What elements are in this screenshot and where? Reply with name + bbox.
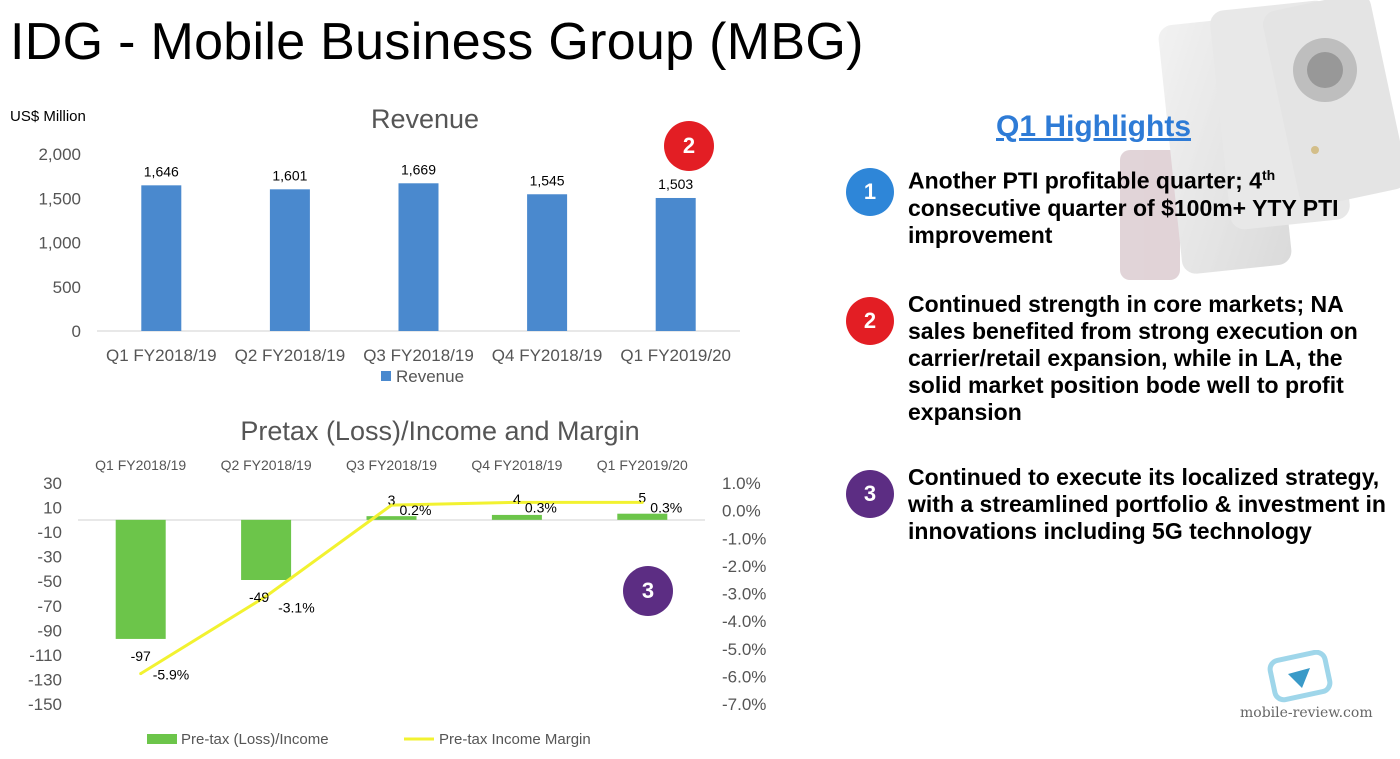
pretax-x-tick-label: Q1 FY2018/19	[95, 457, 186, 473]
revenue-legend-label: Revenue	[396, 367, 464, 386]
pretax-x-tick-label: Q2 FY2018/19	[221, 457, 312, 473]
revenue-data-label: 1,646	[144, 163, 179, 179]
pretax-chart-title: Pretax (Loss)/Income and Margin	[240, 416, 639, 446]
pretax-right-tick-label: -6.0%	[722, 667, 766, 686]
pretax-right-tick-label: -5.0%	[722, 640, 766, 659]
revenue-x-tick-label: Q1 FY2018/19	[106, 346, 217, 365]
page-title: IDG - Mobile Business Group (MBG)	[10, 13, 864, 71]
revenue-bar	[527, 194, 568, 331]
pretax-margin-label: 0.2%	[400, 502, 432, 518]
pretax-legend-line-label: Pre-tax Income Margin	[439, 731, 591, 748]
revenue-chart-title: Revenue	[371, 104, 479, 134]
mobile-review-logo-icon	[1267, 650, 1333, 703]
pretax-margin-point	[515, 500, 519, 504]
pretax-margin-label: -5.9%	[153, 667, 190, 683]
revenue-x-tick-label: Q3 FY2018/19	[363, 346, 474, 365]
pretax-x-tick-label: Q4 FY2018/19	[471, 457, 562, 473]
highlight-number-1: 1	[846, 168, 894, 216]
revenue-x-tick-label: Q4 FY2018/19	[492, 346, 603, 365]
revenue-unit-label: US$ Million	[10, 108, 86, 125]
revenue-legend-swatch	[381, 371, 391, 381]
highlight-number-3: 3	[846, 470, 894, 518]
pretax-legend-bar-swatch	[147, 734, 177, 744]
revenue-x-tick-label: Q2 FY2018/19	[235, 346, 346, 365]
pretax-left-tick-label: -70	[37, 597, 62, 616]
pretax-bar	[491, 514, 542, 520]
revenue-y-tick-label: 1,500	[38, 189, 81, 208]
pretax-left-tick-label: -130	[28, 670, 62, 689]
pretax-left-tick-label: 10	[43, 499, 62, 518]
revenue-data-label: 1,503	[658, 176, 693, 192]
pretax-bar-label: 3	[388, 492, 396, 508]
pretax-right-tick-label: -4.0%	[722, 612, 766, 631]
pretax-margin-label: 0.3%	[650, 499, 682, 515]
revenue-bar	[398, 183, 439, 331]
highlight-text-3: Continued to execute its localized strat…	[908, 464, 1386, 544]
revenue-x-tick-label: Q1 FY2019/20	[620, 346, 731, 365]
pretax-legend-bar-label: Pre-tax (Loss)/Income	[181, 731, 329, 748]
pretax-right-tick-label: 1.0%	[722, 474, 761, 493]
highlight-number-2: 2	[846, 297, 894, 345]
pretax-margin-point	[264, 594, 268, 598]
pretax-left-tick-label: -30	[37, 548, 62, 567]
revenue-y-tick-label: 2,000	[38, 145, 81, 164]
pretax-bar-label: 5	[638, 490, 646, 506]
pretax-left-tick-label: -150	[28, 695, 62, 714]
highlight-text-1a: Another PTI profitable quarter; 4	[908, 167, 1262, 194]
highlight-text-1: Another PTI profitable quarter; 4th cons…	[908, 162, 1386, 249]
pretax-right-tick-label: -1.0%	[722, 529, 766, 548]
revenue-bar	[269, 189, 310, 331]
revenue-y-tick-label: 0	[72, 322, 81, 341]
pretax-left-tick-label: -50	[37, 572, 62, 591]
revenue-bar	[655, 197, 696, 331]
pretax-bar	[115, 519, 166, 639]
highlight-text-2: Continued strength in core markets; NA s…	[908, 291, 1358, 425]
revenue-chart: US$ Million Revenue 05001,0001,5002,000 …	[10, 104, 740, 386]
pretax-bar-label: -49	[249, 589, 269, 605]
pretax-bar	[366, 516, 417, 520]
pretax-margin-line	[139, 500, 643, 675]
pretax-badge-3: 3	[623, 566, 673, 616]
revenue-bar	[141, 185, 182, 331]
revenue-data-label: 1,669	[401, 161, 436, 177]
pretax-bar-label: 4	[513, 491, 521, 507]
highlight-text-1b: consecutive quarter of $100m+ YTY PTI im…	[908, 194, 1339, 248]
pretax-right-tick-label: -3.0%	[722, 585, 766, 604]
pretax-margin-label: 0.3%	[525, 499, 557, 515]
pretax-x-tick-label: Q3 FY2018/19	[346, 457, 437, 473]
revenue-y-tick-label: 500	[53, 278, 81, 297]
pretax-right-tick-label: 0.0%	[722, 502, 761, 521]
pretax-margin-point	[139, 672, 143, 676]
pretax-right-tick-label: -7.0%	[722, 695, 766, 714]
highlights-title: Q1 Highlights	[996, 110, 1191, 143]
pretax-left-tick-label: -90	[37, 621, 62, 640]
pretax-chart: Pretax (Loss)/Income and Margin Q1 FY201…	[28, 416, 766, 748]
revenue-data-label: 1,601	[272, 167, 307, 183]
revenue-data-label: 1,545	[530, 172, 565, 188]
pretax-bar	[241, 519, 292, 580]
pretax-left-tick-label: 30	[43, 474, 62, 493]
pretax-margin-point	[640, 500, 644, 504]
pretax-margin-point	[390, 503, 393, 507]
pretax-left-tick-label: -110	[29, 646, 62, 665]
pretax-x-tick-label: Q1 FY2019/20	[597, 457, 688, 473]
pretax-left-tick-label: -10	[37, 523, 62, 542]
pretax-bar	[617, 513, 668, 520]
watermark-text: mobile-review.com	[1240, 705, 1373, 721]
pretax-bar-label: -97	[131, 648, 151, 664]
highlight-text-1-sup: th	[1261, 167, 1276, 183]
revenue-y-tick-label: 1,000	[38, 234, 81, 253]
revenue-badge-2: 2	[664, 121, 714, 171]
pretax-margin-label: -3.1%	[278, 599, 315, 615]
pretax-right-tick-label: -2.0%	[722, 557, 766, 576]
phone-mods-decoration	[1120, 0, 1400, 280]
